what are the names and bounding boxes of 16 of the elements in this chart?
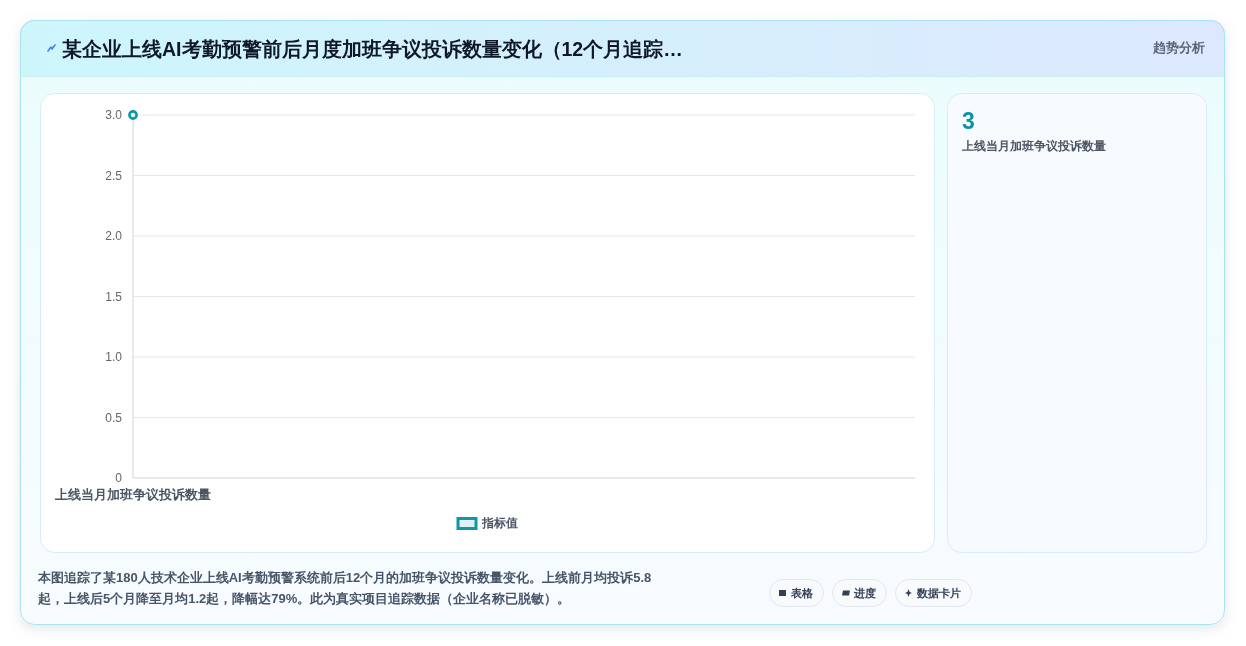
text: 表格 <box>790 587 814 599</box>
y-tick-label: 0 <box>115 471 123 485</box>
text: 趋势分析 <box>1152 40 1205 55</box>
text: 某企业上线AI考勤预警前后月度加班争议投诉数量变化（12个月追踪… <box>62 38 683 60</box>
legend-label: 指标值 <box>480 516 518 530</box>
text: 上线当月加班争议投诉数量 <box>961 139 1106 153</box>
text: 本图追踪了某180人技术企业上线AI考勤预警系统前后12个月的加班争议投诉数量变化。上线前月均投诉5.8起，上线后5个月降至月均1.2起，降幅达79%。此为真实项目追踪数据（企业名称已脱敏）。 <box>37 570 652 606</box>
text: 进度 <box>853 587 876 599</box>
y-tick-label: 0.5 <box>105 410 123 425</box>
text: 数据卡片 <box>916 587 961 599</box>
y-tick-label: 1.0 <box>105 350 123 364</box>
y-tick-label: 2.5 <box>105 168 123 183</box>
y-tick-label: 3.0 <box>105 108 123 122</box>
y-tick-label: 2.0 <box>105 229 123 243</box>
text: 3 <box>962 108 975 134</box>
y-tick-label: 1.5 <box>105 289 123 304</box>
